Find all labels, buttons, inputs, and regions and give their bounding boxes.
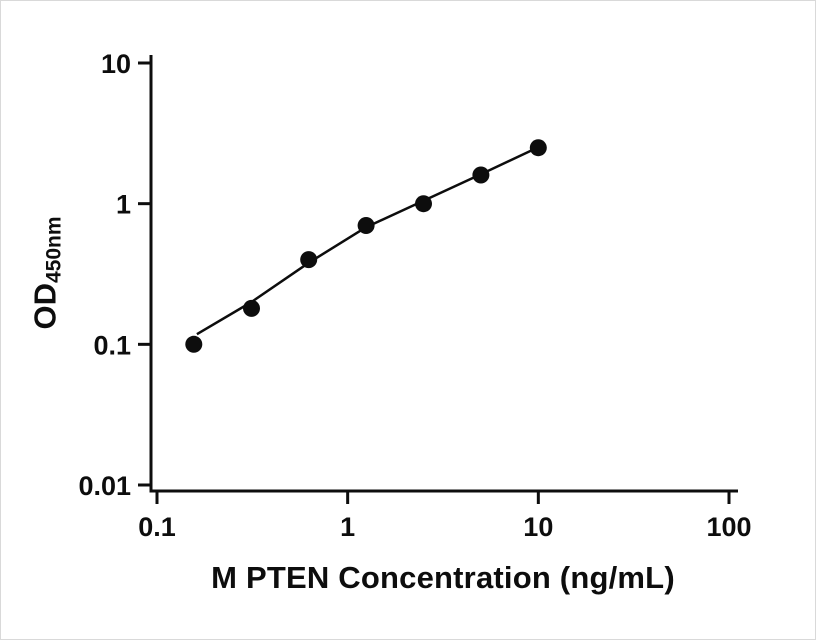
y-tick-label: 1 xyxy=(116,190,131,220)
y-tick-label: 0.1 xyxy=(93,330,131,360)
x-tick-label: 0.1 xyxy=(138,512,176,542)
data-point xyxy=(415,195,432,213)
x-tick-label: 100 xyxy=(706,512,751,542)
data-point xyxy=(529,139,547,157)
y-axis-title: OD450nm xyxy=(28,216,67,329)
data-point xyxy=(357,217,375,234)
y-axis-title-main: OD xyxy=(27,283,63,330)
x-tick-label: 10 xyxy=(523,512,553,542)
y-tick-label: 10 xyxy=(101,49,131,79)
data-point xyxy=(243,299,260,317)
data-point xyxy=(185,335,203,353)
data-point xyxy=(472,166,490,184)
data-point xyxy=(300,251,318,269)
x-axis-title: M PTEN Concentration (ng/mL) xyxy=(211,560,675,595)
y-tick-label: 0.01 xyxy=(78,471,131,501)
x-tick-label: 1 xyxy=(340,512,355,542)
y-axis-title-subscript: 450nm xyxy=(42,216,66,284)
